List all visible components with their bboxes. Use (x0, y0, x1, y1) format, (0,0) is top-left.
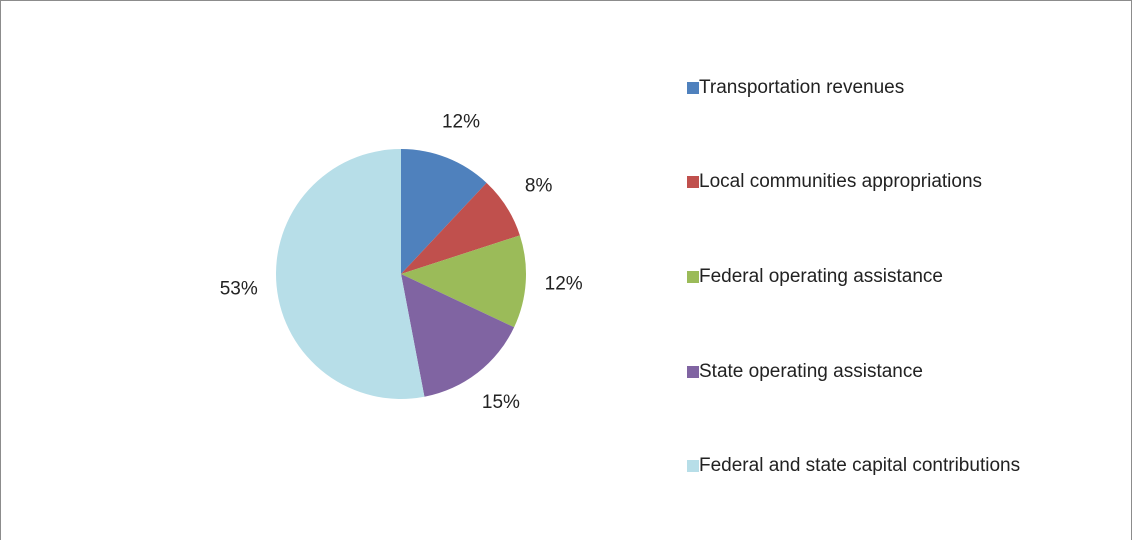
data-label: 12% (545, 273, 583, 294)
legend-label: Federal and state capital contributions (699, 455, 1020, 476)
data-label: 12% (442, 111, 480, 132)
legend-label: Transportation revenues (699, 77, 904, 98)
legend-swatch (687, 82, 699, 94)
legend-label: State operating assistance (699, 361, 923, 382)
legend-swatch (687, 271, 699, 283)
data-label: 53% (220, 278, 258, 299)
legend-label: Federal operating assistance (699, 266, 943, 287)
pie-slice (276, 149, 425, 399)
legend-label: Local communities appropriations (699, 171, 982, 192)
legend-swatch (687, 460, 699, 472)
pie-slice (401, 182, 520, 274)
data-label: 8% (525, 176, 553, 197)
legend-swatch (687, 366, 699, 378)
legend-swatch (687, 176, 699, 188)
pie-slice (401, 274, 515, 397)
pie-slice (401, 149, 487, 274)
data-label: 15% (482, 392, 520, 413)
pie-slice (401, 235, 526, 328)
